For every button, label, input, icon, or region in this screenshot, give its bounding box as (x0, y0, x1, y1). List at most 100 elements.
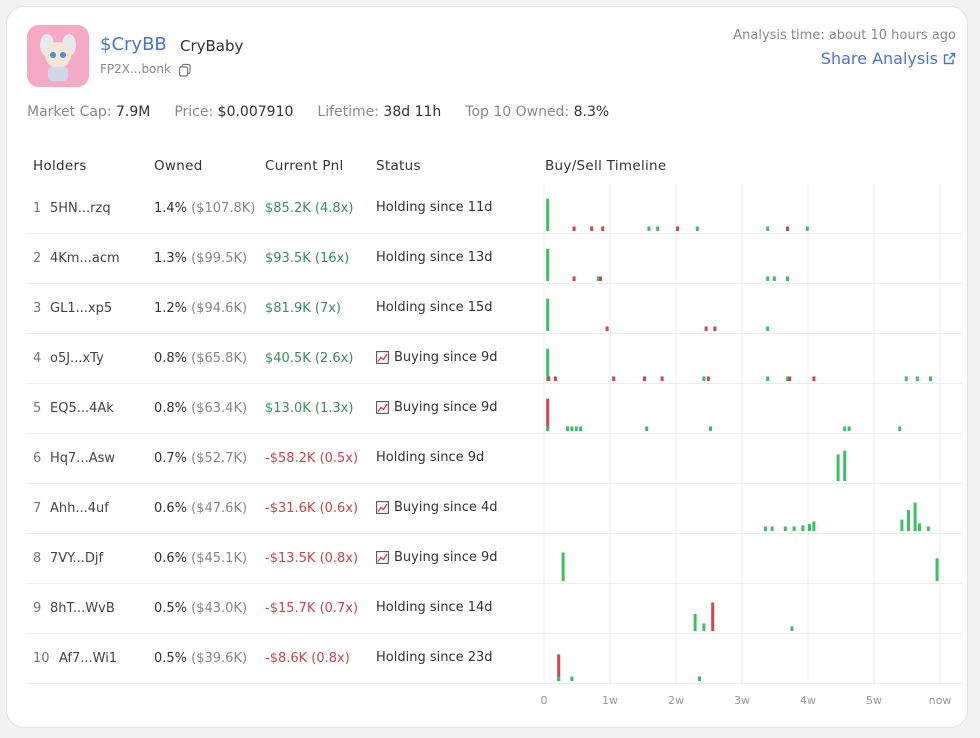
timeline-tick-label: 1w (602, 694, 618, 707)
buy-marker (766, 226, 770, 231)
holder-owned: 0.8% ($65.8K) (154, 351, 247, 366)
holder-owned: 0.6% ($47.6K) (154, 501, 247, 516)
buy-marker (546, 198, 550, 231)
holder-rank: 8 (33, 551, 42, 566)
share-analysis-link[interactable]: Share Analysis (821, 49, 956, 68)
buy-marker (918, 523, 921, 531)
timeline-tick-label: now (929, 694, 952, 707)
buy-marker (843, 450, 847, 481)
stat-price: Price: $0.007910 (174, 104, 294, 120)
holder-address-link[interactable]: Af7...Wi1 (59, 651, 118, 666)
buy-marker (557, 676, 561, 681)
chart-trend-icon (376, 501, 389, 514)
external-link-icon (943, 52, 956, 65)
holder-status: Holding since 9d (376, 450, 484, 465)
holder-status: Buying since 9d (376, 550, 498, 565)
holder-owned: 1.3% ($99.5K) (154, 251, 247, 266)
holder-address-link[interactable]: Ahh...4uf (50, 501, 109, 516)
token-ticker-link[interactable]: $CryBB (100, 34, 167, 55)
owned-percent: 0.5% (154, 651, 188, 666)
holder-pnl: -$31.6K (0.6x) (265, 501, 359, 516)
buy-marker (656, 226, 660, 231)
row-divider (27, 583, 963, 584)
sell-marker (660, 376, 664, 381)
holder-status: Holding since 14d (376, 600, 493, 615)
timeline-tick-label: 5w (866, 694, 882, 707)
row-divider (27, 433, 963, 434)
sell-marker (786, 226, 789, 231)
holder-address-link[interactable]: GL1...xp5 (50, 301, 113, 316)
holder-address-link[interactable]: 4Km...acm (50, 251, 120, 266)
holder-owned: 0.5% ($39.6K) (154, 651, 247, 666)
owned-usd: ($39.6K) (187, 651, 248, 666)
sell-marker (590, 226, 594, 231)
column-header-status: Status (376, 158, 421, 174)
row-divider (27, 533, 963, 534)
buy-marker (913, 502, 917, 531)
holder-owned: 0.7% ($52.7K) (154, 451, 247, 466)
status-text: Holding since 11d (376, 200, 493, 215)
holder-address-link[interactable]: 8hT...WvB (50, 601, 115, 616)
buy-marker (836, 454, 840, 481)
buy-marker (546, 248, 550, 281)
holder-address-link[interactable]: EQ5...4Ak (50, 401, 114, 416)
buy-marker (566, 426, 569, 431)
holder-pnl: -$13.5K (0.8x) (265, 551, 359, 566)
holder-pnl: $13.0K (1.3x) (265, 401, 354, 416)
holder-rank: 1 (33, 201, 42, 216)
holder-status: Holding since 15d (376, 300, 493, 315)
chart-trend-icon (376, 351, 389, 364)
buy-marker (574, 426, 578, 431)
token-address: FP2X...bonk (100, 62, 171, 76)
holder-address-link[interactable]: Hq7...Asw (50, 451, 115, 466)
holder-address-link[interactable]: o5J...xTy (50, 351, 104, 366)
buy-marker (792, 526, 796, 531)
owned-usd: ($94.6K) (187, 301, 248, 316)
buy-marker (898, 426, 902, 431)
owned-percent: 0.6% (154, 501, 188, 516)
chart-trend-icon (376, 551, 389, 564)
holder-rank: 2 (33, 251, 42, 266)
copy-icon[interactable] (178, 63, 192, 77)
buy-marker (546, 348, 550, 381)
buy-marker (764, 526, 767, 531)
holder-address-link[interactable]: 7VY...Djf (50, 551, 104, 566)
buy-marker (801, 525, 805, 531)
status-text: Holding since 13d (376, 250, 493, 265)
holder-pnl: $85.2K (4.8x) (265, 201, 354, 216)
holder-status: Buying since 4d (376, 500, 498, 515)
timeline-tick-label: 2w (668, 694, 684, 707)
sell-marker (704, 326, 708, 331)
buy-marker (546, 298, 550, 331)
buy-marker (766, 276, 770, 281)
owned-usd: ($47.6K) (187, 501, 248, 516)
holder-pnl: -$8.6K (0.8x) (265, 651, 350, 666)
owned-usd: ($43.0K) (187, 601, 248, 616)
buy-marker (935, 558, 939, 581)
buy-marker (805, 226, 809, 231)
sell-marker (546, 398, 550, 431)
buy-marker (790, 626, 794, 631)
owned-usd: ($52.7K) (187, 451, 248, 466)
holder-address-link[interactable]: 5HN...rzq (50, 201, 111, 216)
status-text: Holding since 15d (376, 300, 493, 315)
owned-percent: 0.7% (154, 451, 188, 466)
sell-marker (557, 654, 561, 681)
buy-marker (702, 376, 706, 381)
holder-pnl: $40.5K (2.6x) (265, 351, 354, 366)
sell-marker (706, 376, 710, 381)
row-divider (27, 383, 963, 384)
holder-status: Holding since 13d (376, 250, 493, 265)
row-divider (27, 683, 963, 684)
owned-percent: 1.4% (154, 201, 188, 216)
owned-percent: 0.8% (154, 351, 188, 366)
sell-marker (812, 376, 816, 381)
buy-marker (847, 426, 851, 431)
sell-marker (612, 376, 616, 381)
holder-rank: 7 (33, 501, 42, 516)
holder-rank: 10 (33, 651, 50, 666)
row-divider (27, 233, 963, 234)
buy-marker (786, 376, 789, 381)
buy-marker (843, 426, 847, 431)
stat-lifetime: Lifetime: 38d 11h (317, 104, 442, 120)
